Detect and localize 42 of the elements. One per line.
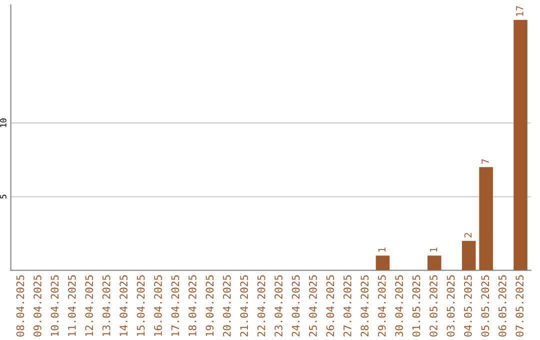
x-tick-label: 21.04.2025 bbox=[240, 275, 248, 336]
y-tick-label: 5 bbox=[0, 194, 6, 199]
x-tick-label: 24.04.2025 bbox=[292, 275, 300, 336]
x-tick-label: 17.04.2025 bbox=[171, 275, 180, 336]
x-tick-label: 29.04.2025 bbox=[378, 275, 386, 336]
x-tick-label: 15.04.2025 bbox=[136, 275, 145, 336]
bar bbox=[462, 240, 476, 270]
x-tick-label: 19.04.2025 bbox=[206, 275, 214, 336]
x-tick-label: 02.05.2025 bbox=[430, 275, 438, 336]
x-tick-label: 06.05.2025 bbox=[498, 275, 506, 336]
x-tick-label: 01.05.2025 bbox=[412, 275, 420, 336]
x-tick-label: 20.04.2025 bbox=[222, 275, 231, 336]
x-tick-label: 18.04.2025 bbox=[188, 275, 196, 336]
y-tick-label: 10 bbox=[0, 118, 6, 127]
x-tick-label: 30.04.2025 bbox=[395, 275, 404, 336]
x-tick-label: 28.04.2025 bbox=[360, 275, 369, 336]
x-tick-label: 05.05.2025 bbox=[481, 275, 490, 336]
x-tick-label: 10.04.2025 bbox=[50, 275, 59, 336]
bar bbox=[428, 256, 442, 270]
x-tick-label: 09.04.2025 bbox=[34, 275, 42, 336]
data-label: 1 bbox=[430, 248, 438, 252]
x-tick-label: 22.04.2025 bbox=[257, 275, 266, 336]
x-tick-label: 07.05.2025 bbox=[516, 275, 524, 336]
x-tick-label: 08.04.2025 bbox=[16, 275, 24, 336]
data-label: 17 bbox=[516, 6, 524, 16]
x-tick-label: 13.04.2025 bbox=[102, 275, 110, 336]
x-tick-label: 26.04.2025 bbox=[326, 275, 334, 336]
x-tick-label: 11.04.2025 bbox=[68, 275, 76, 336]
data-label: 2 bbox=[464, 233, 472, 238]
data-label: 1 bbox=[378, 248, 386, 252]
x-tick-label: 03.05.2025 bbox=[446, 275, 455, 336]
bar bbox=[479, 167, 493, 270]
x-tick-label: 27.04.2025 bbox=[343, 275, 352, 336]
data-label: 7 bbox=[482, 159, 489, 164]
x-tick-label: 12.04.2025 bbox=[85, 275, 94, 336]
x-tick-label: 16.04.2025 bbox=[154, 275, 162, 336]
x-tick-label: 25.04.2025 bbox=[309, 275, 317, 336]
x-tick-label: 04.05.2025 bbox=[464, 275, 472, 336]
x-tick-label: 23.04.2025 bbox=[274, 275, 282, 336]
bar bbox=[514, 20, 528, 270]
x-tick-label: 14.04.2025 bbox=[120, 275, 128, 336]
bar bbox=[376, 256, 390, 270]
